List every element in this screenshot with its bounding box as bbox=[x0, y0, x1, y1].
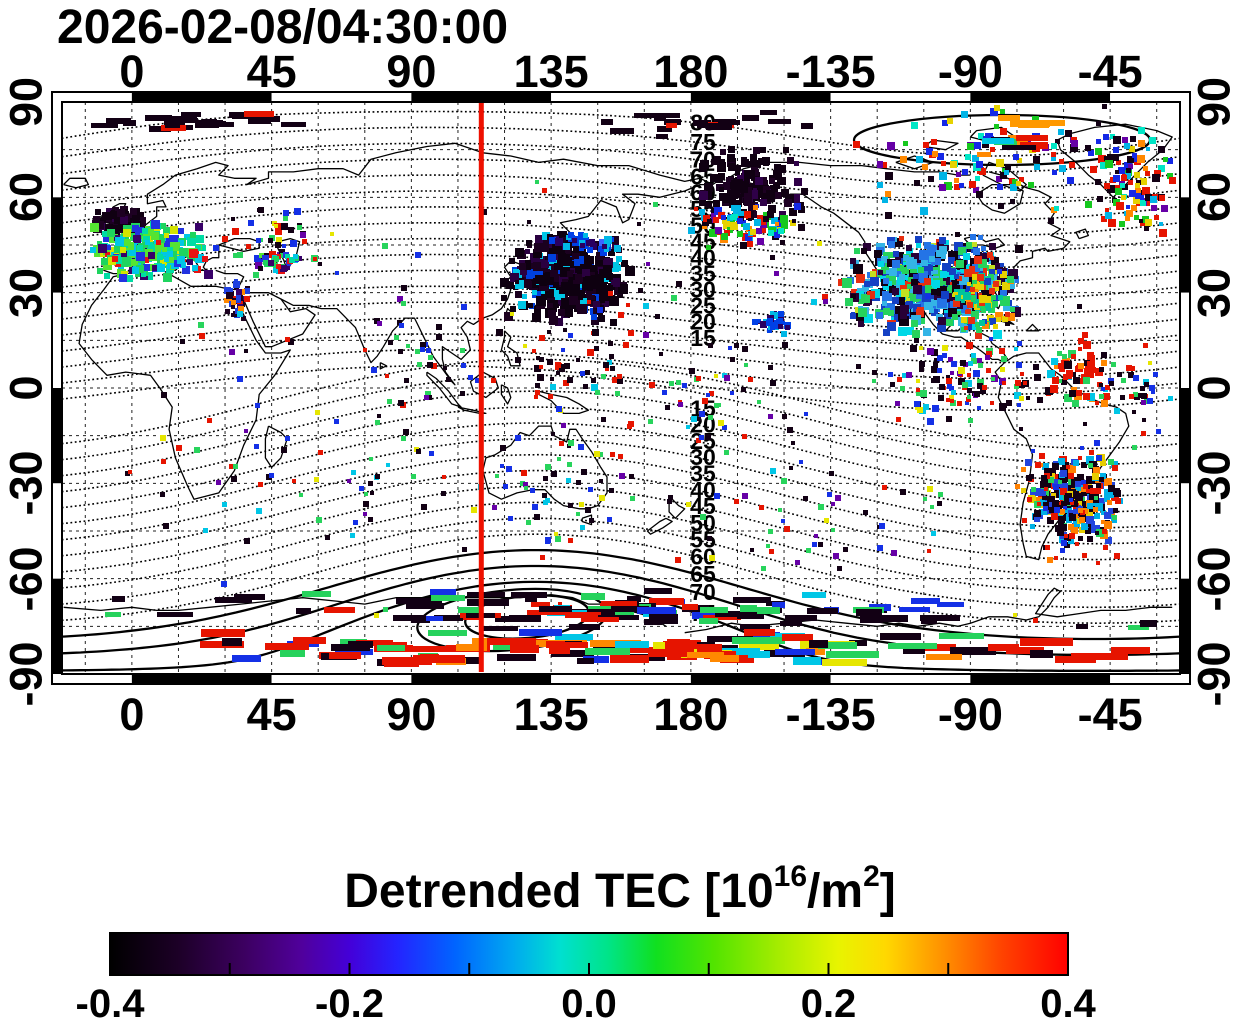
bottom-axis-tick-label: -135 bbox=[785, 689, 876, 740]
bottom-axis-tick-label: 135 bbox=[513, 689, 589, 740]
grid-lines bbox=[62, 102, 1180, 674]
right-axis-tick-label: 90 bbox=[1188, 76, 1240, 128]
colorbar-title-mid: /m bbox=[807, 865, 864, 918]
contour-label: 35 bbox=[690, 460, 716, 486]
bottom-axis-tick-label: -45 bbox=[1077, 689, 1143, 740]
left-axis-tick-label: 60 bbox=[0, 172, 52, 223]
colorbar-tick-label: -0.4 bbox=[75, 982, 145, 1024]
contour-label: 30 bbox=[690, 444, 716, 470]
bottom-axis-tick-label: 45 bbox=[246, 689, 297, 740]
colorbar-title-suffix: ] bbox=[879, 865, 896, 918]
top-axis-tick-label: 180 bbox=[653, 46, 729, 97]
contour-label: 25 bbox=[690, 293, 716, 319]
left-axis-tick-label: -90 bbox=[0, 641, 52, 707]
contour-label: 70 bbox=[690, 579, 716, 605]
colorbar-title-exponent: 16 bbox=[773, 860, 808, 893]
left-axis-tick-label: 90 bbox=[0, 76, 52, 128]
right-axis-tick-label: 0 bbox=[1188, 375, 1240, 401]
left-axis-tick-label: 0 bbox=[0, 375, 52, 401]
top-axis-tick-label: -90 bbox=[937, 46, 1003, 97]
left-axis-tick-label: -60 bbox=[0, 546, 52, 612]
top-axis-tick-label: -135 bbox=[785, 46, 876, 97]
bottom-axis-tick-label: 180 bbox=[653, 689, 729, 740]
right-axis-tick-label: 30 bbox=[1188, 267, 1240, 318]
noon-meridian-line bbox=[478, 103, 484, 672]
colorbar-tick-label: -0.2 bbox=[315, 982, 384, 1024]
right-axis-tick-label: -90 bbox=[1188, 641, 1240, 707]
colorbar bbox=[109, 932, 1069, 976]
bottom-axis-tick-label: -90 bbox=[937, 689, 1003, 740]
bottom-axis-tick-label: 90 bbox=[386, 689, 437, 740]
contour-label: 30 bbox=[690, 277, 716, 303]
contour-label: 20 bbox=[690, 309, 716, 335]
contour-label: 75 bbox=[690, 129, 716, 155]
colorbar-tick-label: 0.2 bbox=[800, 982, 857, 1024]
map-area: 8075706560555045403530252015152025303540… bbox=[62, 102, 1180, 674]
tec-data-points bbox=[90, 104, 1180, 667]
top-axis-tick-label: 0 bbox=[119, 46, 145, 97]
contour-label: 65 bbox=[690, 561, 716, 587]
timestamp-title: 2026-02-08/04:30:00 bbox=[57, 1, 509, 54]
contour-label: 25 bbox=[690, 428, 716, 454]
right-axis-tick-label: 60 bbox=[1188, 172, 1240, 223]
colorbar-tick-label: 0.4 bbox=[1040, 982, 1096, 1024]
right-axis-tick-label: -60 bbox=[1188, 546, 1240, 612]
colorbar-title-exponent2: 2 bbox=[863, 860, 880, 893]
top-axis-tick-label: 90 bbox=[386, 46, 437, 97]
left-axis-tick-label: -30 bbox=[0, 450, 52, 516]
axis-frame bbox=[51, 91, 1191, 685]
contour-label: 35 bbox=[690, 261, 716, 287]
top-axis-tick-label: 45 bbox=[246, 46, 297, 97]
contour-label: 40 bbox=[690, 245, 716, 271]
bottom-axis-tick-label: 0 bbox=[119, 689, 145, 740]
colorbar-tick-label: 0.0 bbox=[561, 982, 617, 1024]
top-axis-tick-label: 135 bbox=[513, 46, 589, 97]
colorbar-title-prefix: Detrended TEC [10 bbox=[344, 865, 774, 918]
colorbar-title: Detrended TEC [1016/m2] bbox=[0, 862, 1240, 918]
left-axis-tick-label: 30 bbox=[0, 267, 52, 318]
contour-label: 40 bbox=[690, 477, 716, 503]
right-axis-tick-label: -30 bbox=[1188, 450, 1240, 516]
top-axis-tick-label: -45 bbox=[1077, 46, 1143, 97]
